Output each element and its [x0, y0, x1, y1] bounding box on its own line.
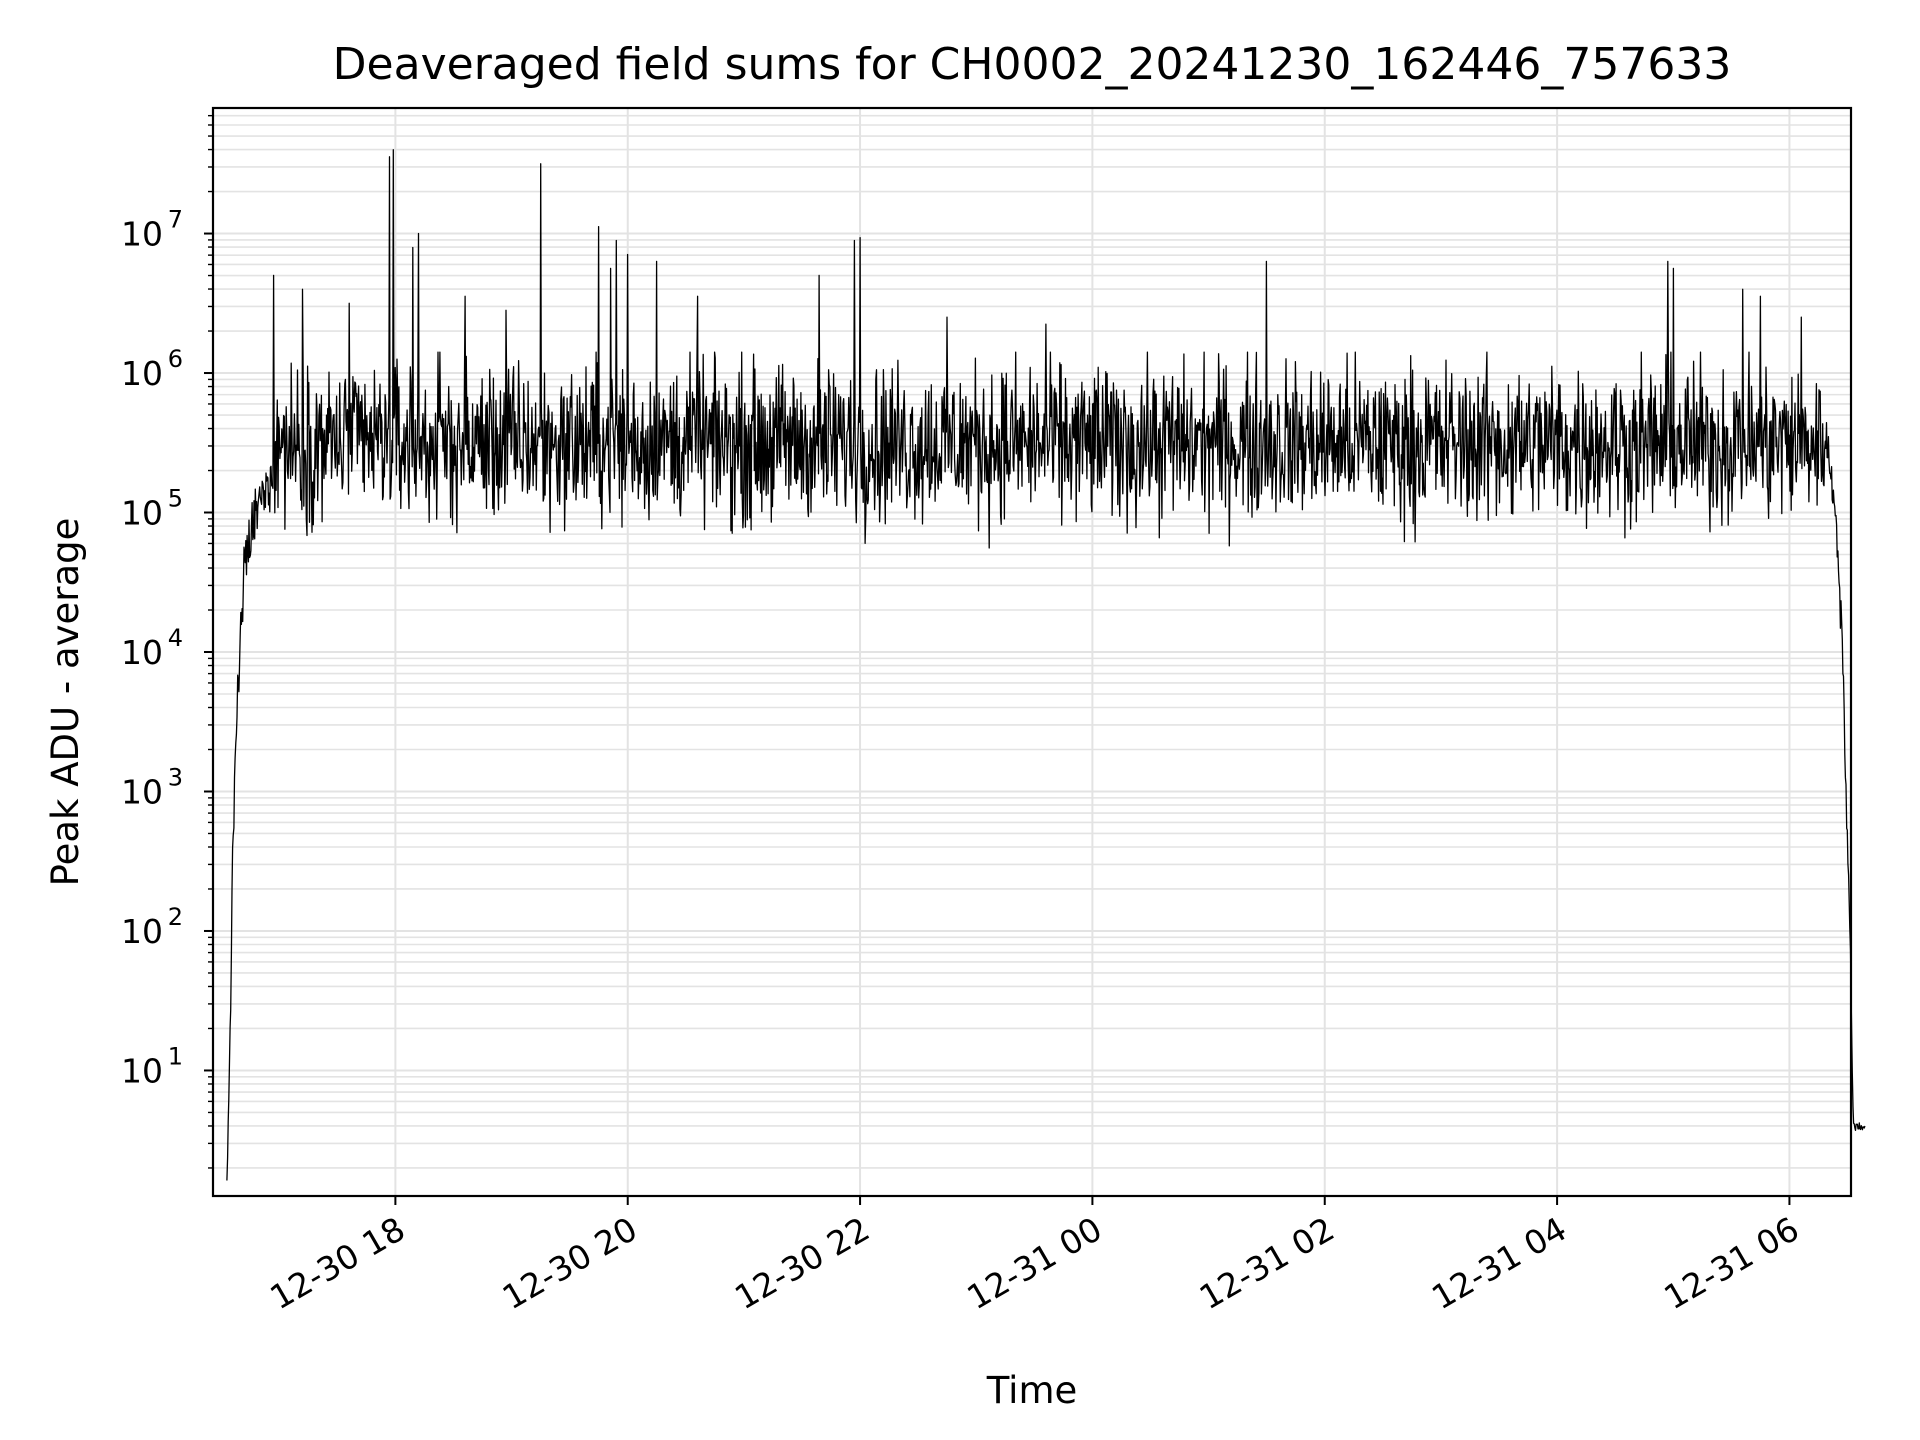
x-tick-label: 12-31 04	[1425, 1209, 1573, 1317]
y-tick-base: 10	[121, 215, 163, 254]
y-tick-label: 10	[121, 1051, 163, 1090]
y-tick-base: 10	[121, 1051, 163, 1090]
y-tick-exponent: 4	[168, 624, 183, 652]
y-tick-label: 10	[121, 772, 163, 811]
y-tick-exponent: 2	[168, 903, 183, 931]
y-tick-label: 10	[121, 633, 163, 672]
y-tick-base: 10	[121, 633, 163, 672]
chart-title: Deaveraged field sums for CH0002_2024123…	[333, 39, 1732, 90]
series-layer	[226, 149, 1866, 1181]
x-tick-label: 12-30 20	[496, 1209, 644, 1317]
y-tick-label: 10	[121, 494, 163, 533]
x-tick-label: 12-30 18	[263, 1209, 411, 1317]
x-ticks: 12-30 18 12-30 20 12-30 22 12-31 00 12-31 02…	[263, 1196, 1805, 1317]
y-tick-exponent: 3	[168, 763, 183, 791]
y-tick-exponent: 7	[168, 206, 183, 234]
x-tick-label: 12-31 02	[1193, 1209, 1341, 1317]
grid	[213, 108, 1851, 1196]
y-tick-label: 10	[121, 215, 163, 254]
y-tick-label: 10	[121, 354, 163, 393]
y-tick-label: 10	[121, 912, 163, 951]
y-tick-exponent: 6	[168, 345, 183, 373]
y-axis-label: Peak ADU - average	[44, 518, 87, 887]
y-tick-base: 10	[121, 772, 163, 811]
y-tick-base: 10	[121, 494, 163, 533]
y-tick-exponent: 1	[168, 1042, 183, 1070]
data-series-line	[226, 149, 1866, 1181]
y-tick-base: 10	[121, 912, 163, 951]
x-tick-label: 12-30 22	[728, 1209, 876, 1317]
y-tick-exponent: 5	[168, 485, 183, 513]
x-tick-label: 12-31 00	[960, 1209, 1108, 1317]
x-tick-label: 12-31 06	[1657, 1209, 1805, 1317]
y-tick-base: 10	[121, 354, 163, 393]
x-axis-label: Time	[986, 1369, 1078, 1412]
